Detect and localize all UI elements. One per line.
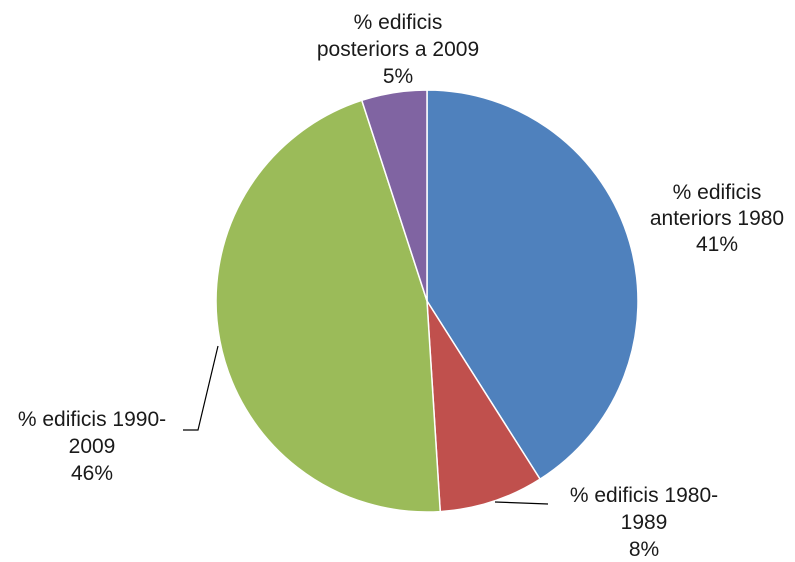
slice-label-line1: % edificis [354, 11, 443, 34]
leader-line-1980-1989 [494, 501, 549, 505]
slice-label-line1: % edificis 1980- [570, 484, 718, 507]
slice-label-line2: anteriors 1980 [650, 207, 784, 230]
slice-percent-label: 46% [71, 462, 113, 485]
slice-label-posteriors-2009: % edificis posteriors a 2009 5% [317, 11, 479, 88]
slice-anteriors-1980 [426, 89, 639, 481]
pie-slices [215, 89, 639, 513]
slice-percent-label: 41% [696, 233, 738, 256]
slice-1990-2009 [215, 99, 442, 513]
slice-posteriors-2009 [360, 89, 428, 302]
slice-label-line2: posteriors a 2009 [317, 38, 479, 61]
leader-line-1990-2009 [183, 345, 219, 431]
slice-label-line2: 1989 [621, 511, 668, 534]
slice-label-1990-2009: % edificis 1990- 2009 46% [18, 408, 166, 485]
slice-label-anteriors-1980: % edificis anteriors 1980 41% [650, 181, 784, 256]
slice-1980-1989 [426, 300, 542, 513]
slice-percent-label: 5% [383, 65, 413, 88]
slice-label-1980-1989: % edificis 1980- 1989 8% [570, 484, 718, 561]
slice-label-line1: % edificis 1990- [18, 408, 166, 431]
slice-percent-label: 8% [629, 538, 659, 561]
slice-label-line1: % edificis [673, 181, 762, 204]
slice-label-line2: 2009 [69, 435, 116, 458]
